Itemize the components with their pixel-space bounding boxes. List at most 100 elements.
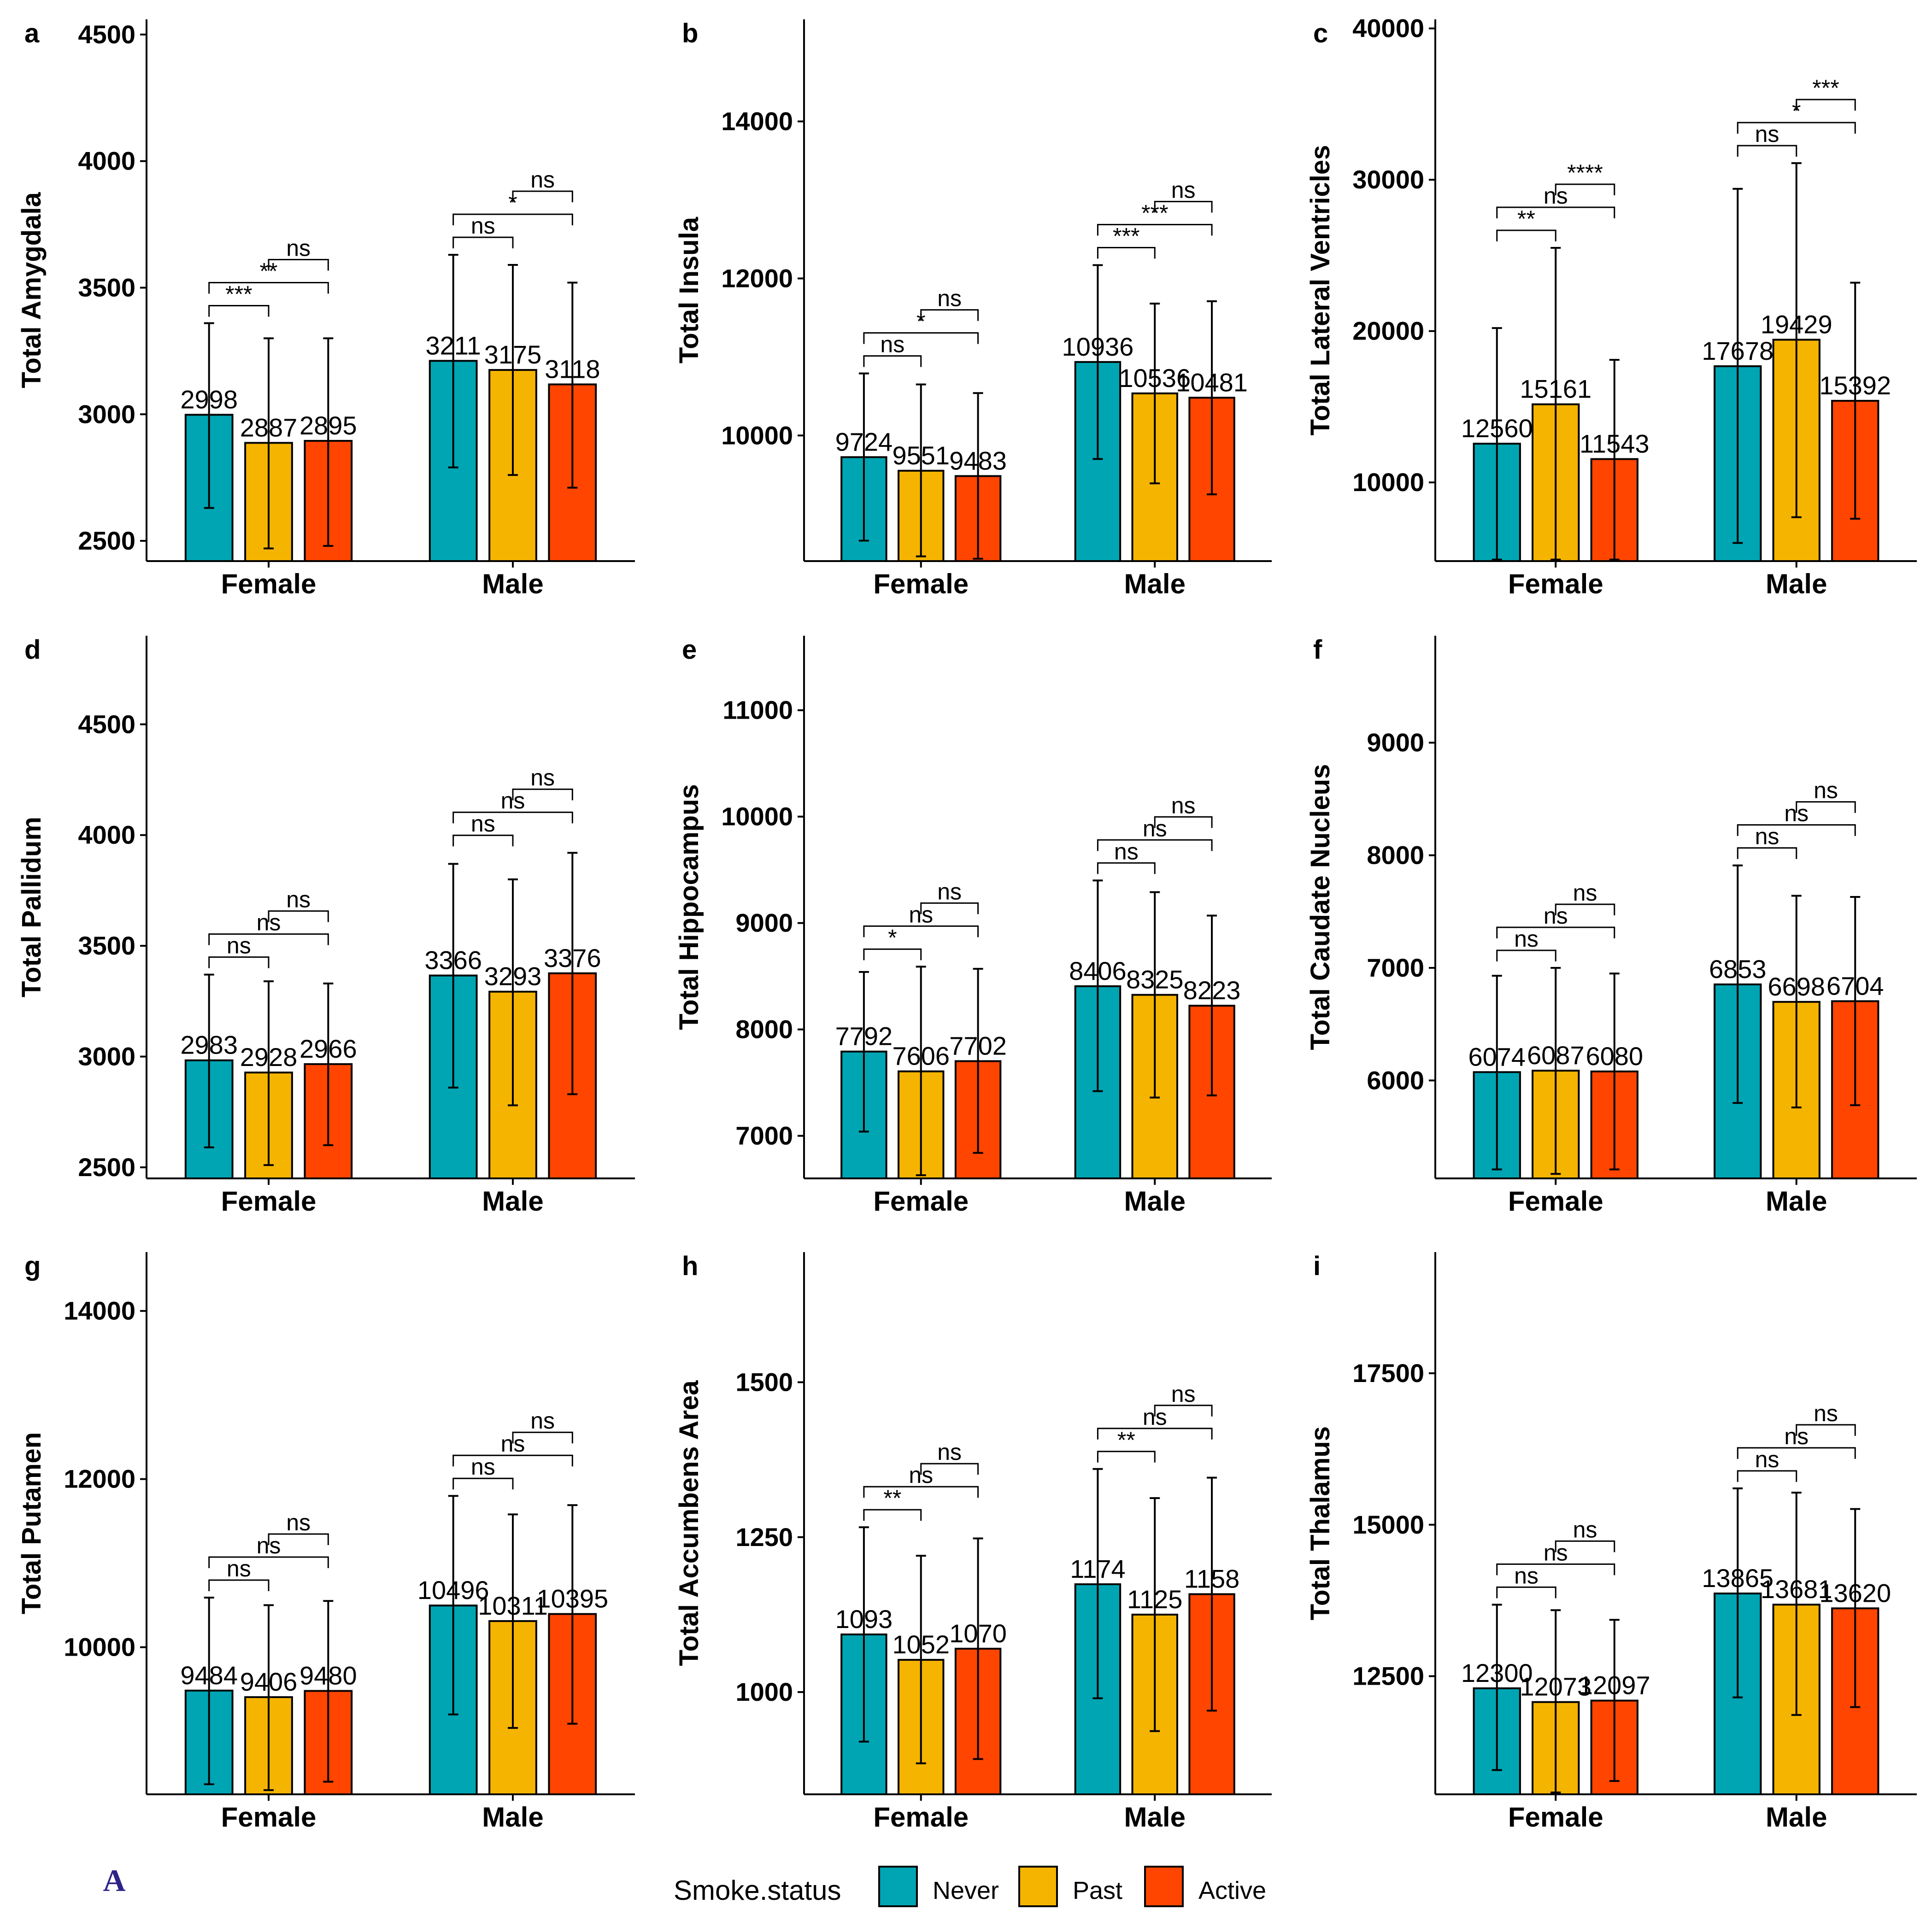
y-tick-label: 4500 xyxy=(78,709,135,738)
significance-label: ns xyxy=(1814,1400,1838,1426)
significance-label: * xyxy=(916,309,925,334)
y-axis-label: Total Thalamus xyxy=(1305,1426,1335,1620)
significance-label: ns xyxy=(286,235,311,261)
y-tick-label: 14000 xyxy=(721,107,793,136)
significance-label: ns xyxy=(530,1408,555,1434)
panel-letter: i xyxy=(1313,1251,1321,1281)
significance-label: ns xyxy=(1114,838,1139,864)
panel-a: a 2500 3000 3500 4000 4500 Total Amygdala Femal… xyxy=(17,18,635,599)
significance-label: ns xyxy=(1171,177,1196,203)
bar-value-label: 15392 xyxy=(1819,371,1891,400)
panel-h: h 1000 1250 1500 Total Accumbens Area Female M… xyxy=(674,1251,1272,1833)
bar-value-label: 3211 xyxy=(425,331,481,360)
legend-label-past: Past xyxy=(1073,1877,1122,1904)
legend: Smoke.status Never Past Active xyxy=(674,1866,1266,1907)
bar-value-label: 6704 xyxy=(1826,971,1884,1000)
significance-label: ** xyxy=(1117,1427,1135,1453)
bar-value-label: 2966 xyxy=(299,1034,357,1063)
y-tick-label: 17500 xyxy=(1352,1359,1424,1388)
panel-i: i 12500 15000 17500 Total Thalamus Female Male… xyxy=(1305,1251,1917,1833)
panel-g: g 10000 12000 14000 Total Putamen Female Male 9… xyxy=(17,1251,635,1833)
panel-c: c 10000 20000 30000 40000 Total Lateral Ventr… xyxy=(1305,14,1917,599)
bar-value-label: 12300 xyxy=(1461,1658,1533,1687)
significance-label: ns xyxy=(286,887,311,913)
significance-bracket xyxy=(208,956,270,968)
x-tick-label: Male xyxy=(1766,1186,1827,1217)
significance-bracket xyxy=(1154,1405,1213,1417)
significance-label: ns xyxy=(227,933,251,959)
significance-bracket xyxy=(1097,862,1156,874)
y-tick-label: 4000 xyxy=(78,820,135,849)
panel-e: e 7000 8000 9000 10000 11000 Total Hippocampus… xyxy=(674,635,1272,1217)
bar-value-label: 9406 xyxy=(240,1667,298,1696)
y-tick-label: 10000 xyxy=(1352,468,1424,497)
significance-bracket xyxy=(1737,1447,1856,1459)
y-tick-label: 9000 xyxy=(1367,728,1424,757)
y-tick-label: 40000 xyxy=(1352,14,1424,43)
y-tick-label: 1000 xyxy=(735,1677,793,1706)
y-tick-label: 3000 xyxy=(78,399,135,428)
x-tick-label: Female xyxy=(873,1186,969,1217)
bar-value-label: 3366 xyxy=(424,946,482,975)
significance-label: ns xyxy=(471,213,495,239)
bar-value-label: 15161 xyxy=(1520,375,1591,404)
y-tick-label: 4500 xyxy=(78,20,135,49)
significance-label: ns xyxy=(1573,880,1597,906)
y-tick-label: 1250 xyxy=(735,1523,793,1552)
bar-value-label: 9724 xyxy=(835,427,893,456)
y-axis-label: Total Hippocampus xyxy=(674,784,704,1030)
significance-bracket xyxy=(1737,1470,1797,1482)
bar-value-label: 3293 xyxy=(484,962,542,991)
y-tick-label: 6000 xyxy=(1367,1066,1424,1095)
bar-value-label: 19429 xyxy=(1761,310,1832,339)
significance-bracket xyxy=(1796,801,1856,813)
y-axis-label: Total Pallidum xyxy=(17,817,47,997)
panel-letter: f xyxy=(1313,635,1322,665)
bar-value-label: 3118 xyxy=(545,354,600,383)
bar-value-label: 11543 xyxy=(1580,429,1650,458)
bar-value-label: 3175 xyxy=(484,340,542,369)
x-tick-label: Female xyxy=(221,1186,317,1217)
y-tick-label: 7000 xyxy=(1367,953,1424,982)
x-tick-label: Female xyxy=(221,1802,317,1833)
significance-bracket xyxy=(1097,223,1213,236)
bar-value-label: 6087 xyxy=(1527,1041,1585,1070)
x-tick-label: Male xyxy=(1766,568,1827,599)
bar-value-label: 1052 xyxy=(892,1630,950,1659)
significance-label: *** xyxy=(225,281,252,307)
y-tick-label: 9000 xyxy=(735,908,793,937)
x-tick-label: Male xyxy=(1766,1802,1827,1833)
significance-label: ns xyxy=(530,765,555,791)
panels-layer: a 2500 3000 3500 4000 4500 Total Amygdala Femal… xyxy=(17,14,1917,1833)
y-axis-label: Total Insula xyxy=(674,217,704,363)
bar-value-label: 8223 xyxy=(1183,976,1241,1005)
significance-label: ns xyxy=(1514,1563,1539,1588)
y-axis-label: Total Caudate Nucleus xyxy=(1305,764,1335,1050)
panel-letter: b xyxy=(682,18,698,48)
significance-bracket xyxy=(1496,206,1615,219)
significance-bracket xyxy=(512,190,573,203)
bar-value-label: 10936 xyxy=(1062,332,1134,361)
bar-value-label: 7702 xyxy=(949,1031,1007,1060)
y-tick-label: 3000 xyxy=(78,1042,135,1071)
x-tick-label: Female xyxy=(1508,568,1603,599)
significance-label: ns xyxy=(937,286,962,311)
significance-bracket xyxy=(1737,847,1797,859)
bar-value-label: 6080 xyxy=(1586,1042,1643,1071)
bar-value-label: 1070 xyxy=(949,1619,1007,1648)
bar-value-label: 12073 xyxy=(1520,1672,1591,1701)
significance-label: ns xyxy=(880,332,904,357)
significance-bracket xyxy=(1154,816,1213,828)
bar-value-label: 13865 xyxy=(1702,1564,1773,1593)
significance-bracket xyxy=(1796,99,1856,111)
y-tick-label: 20000 xyxy=(1352,316,1424,346)
significance-bracket xyxy=(452,811,573,824)
significance-bracket xyxy=(1097,246,1156,259)
significance-bracket xyxy=(1737,145,1797,157)
y-axis-label: Total Lateral Ventricles xyxy=(1305,145,1335,436)
panel-letter: e xyxy=(682,635,697,665)
x-tick-label: Female xyxy=(1508,1802,1603,1833)
y-tick-label: 8000 xyxy=(1367,841,1424,870)
y-axis-label: Total Amygdala xyxy=(17,192,47,388)
